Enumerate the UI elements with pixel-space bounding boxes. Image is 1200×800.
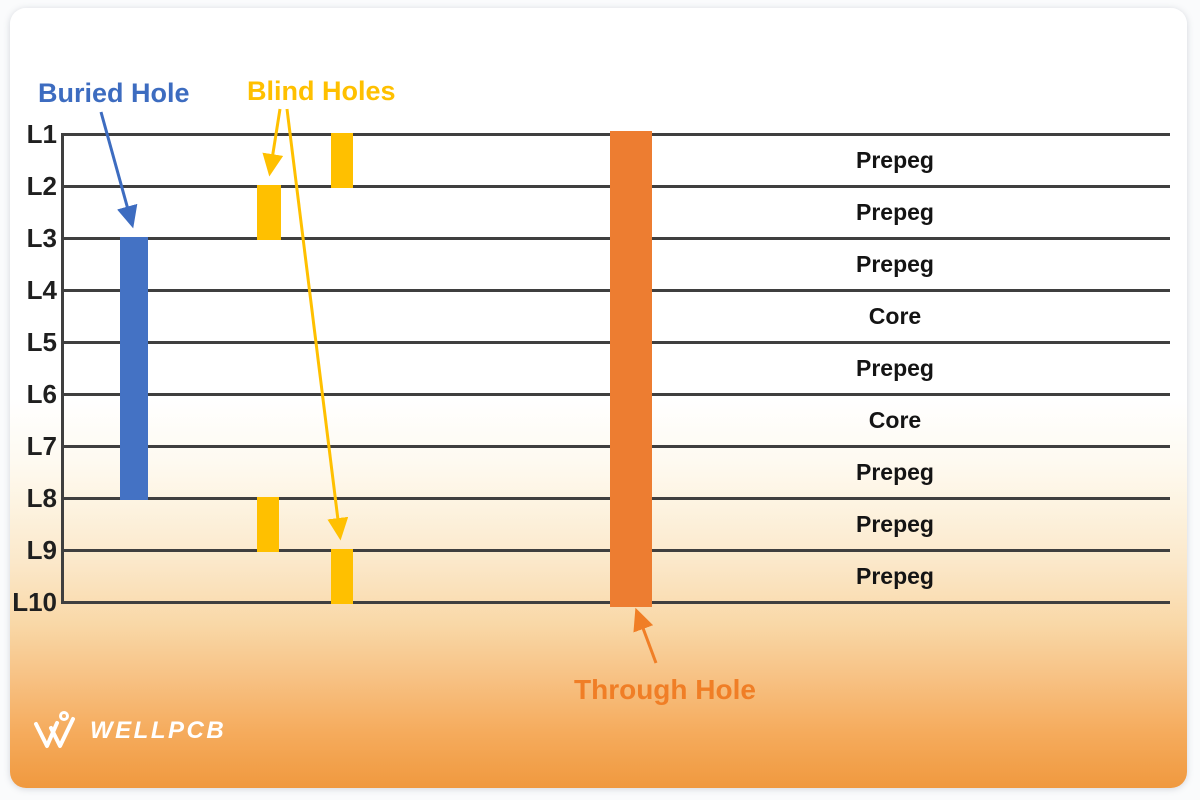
through-hole-bar <box>610 131 652 607</box>
diagram-card <box>10 8 1187 788</box>
blind-hole-bar <box>257 185 281 240</box>
through-hole-label: Through Hole <box>574 674 756 705</box>
layer-label-l1: L1 <box>26 119 57 149</box>
layer-label-l4: L4 <box>26 275 57 305</box>
material-label-5: Prepeg <box>856 355 934 381</box>
material-label-7: Prepeg <box>856 459 934 485</box>
material-label-4: Core <box>868 303 922 329</box>
layer-label-l3: L3 <box>26 223 57 253</box>
material-label-9: Prepeg <box>856 563 934 589</box>
wellpcb-logo: WELLPCB <box>32 710 226 752</box>
material-label-2: Prepeg <box>856 199 934 225</box>
material-label-6: Core <box>868 407 922 433</box>
buried-hole-bar <box>120 237 148 500</box>
layer-label-l6: L6 <box>26 379 57 409</box>
blind-hole-bar <box>331 549 353 604</box>
layer-label-l9: L9 <box>26 535 57 565</box>
wellpcb-w-icon <box>34 711 75 748</box>
material-label-3: Prepeg <box>856 251 934 277</box>
wellpcb-logo-text: WELLPCB <box>90 717 227 744</box>
material-label-8: Prepeg <box>856 511 934 537</box>
blind-holes-label: Blind Holes <box>247 76 396 106</box>
material-label-1: Prepeg <box>856 147 934 173</box>
blind-hole-bar <box>257 497 279 552</box>
layer-label-l2: L2 <box>26 171 57 201</box>
blind-hole-bar <box>331 133 353 188</box>
layer-label-l10: L10 <box>12 587 57 617</box>
layer-label-l7: L7 <box>26 431 57 461</box>
layer-stack-left-axis <box>61 133 64 604</box>
buried-hole-label: Buried Hole <box>38 78 190 108</box>
layer-label-l5: L5 <box>26 327 57 357</box>
layer-label-l8: L8 <box>26 483 57 513</box>
